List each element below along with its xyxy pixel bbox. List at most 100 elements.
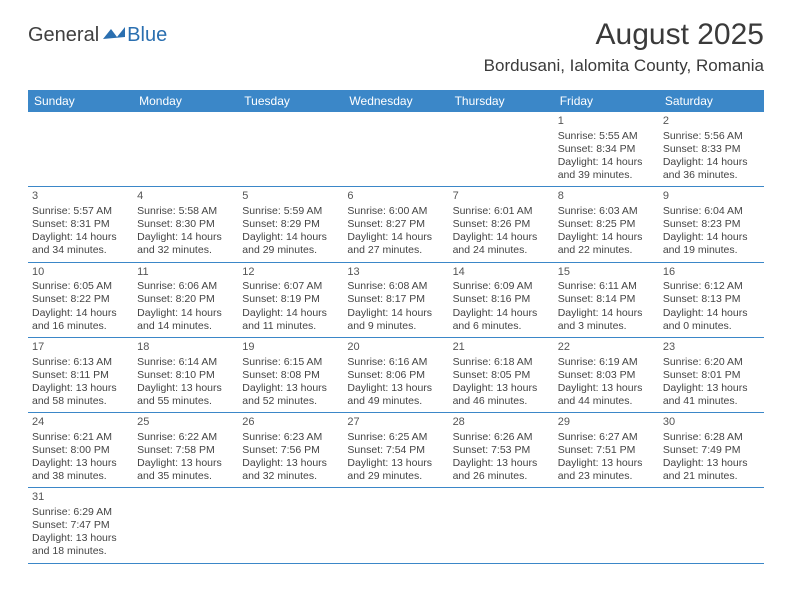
daylight-line-1: Daylight: 14 hours: [558, 231, 655, 244]
day-number: 14: [453, 266, 550, 280]
month-title: August 2025: [484, 18, 764, 52]
calendar-cell-empty: [133, 488, 238, 563]
sunrise-line: Sunrise: 6:00 AM: [347, 205, 444, 218]
day-number: 26: [242, 416, 339, 430]
daylight-line-2: and 32 minutes.: [137, 244, 234, 257]
calendar-row: 24Sunrise: 6:21 AMSunset: 8:00 PMDayligh…: [28, 413, 764, 488]
calendar-cell: 16Sunrise: 6:12 AMSunset: 8:13 PMDayligh…: [659, 262, 764, 337]
sunrise-line: Sunrise: 6:08 AM: [347, 280, 444, 293]
daylight-line-2: and 18 minutes.: [32, 545, 129, 558]
sunrise-line: Sunrise: 6:07 AM: [242, 280, 339, 293]
daylight-line-1: Daylight: 14 hours: [32, 307, 129, 320]
daylight-line-1: Daylight: 14 hours: [242, 231, 339, 244]
day-header: Monday: [133, 90, 238, 112]
daylight-line-2: and 34 minutes.: [32, 244, 129, 257]
calendar-cell: 7Sunrise: 6:01 AMSunset: 8:26 PMDaylight…: [449, 187, 554, 262]
sunrise-line: Sunrise: 5:57 AM: [32, 205, 129, 218]
daylight-line-2: and 21 minutes.: [663, 470, 760, 483]
sunrise-line: Sunrise: 5:56 AM: [663, 130, 760, 143]
sunset-line: Sunset: 8:03 PM: [558, 369, 655, 382]
logo-text-blue: Blue: [127, 24, 167, 47]
daylight-line-1: Daylight: 13 hours: [32, 457, 129, 470]
day-number: 31: [32, 491, 129, 505]
daylight-line-2: and 22 minutes.: [558, 244, 655, 257]
daylight-line-2: and 41 minutes.: [663, 395, 760, 408]
sunset-line: Sunset: 7:51 PM: [558, 444, 655, 457]
sunrise-line: Sunrise: 6:21 AM: [32, 431, 129, 444]
calendar-cell: 12Sunrise: 6:07 AMSunset: 8:19 PMDayligh…: [238, 262, 343, 337]
calendar-cell: 19Sunrise: 6:15 AMSunset: 8:08 PMDayligh…: [238, 337, 343, 412]
daylight-line-1: Daylight: 14 hours: [558, 156, 655, 169]
day-number: 6: [347, 190, 444, 204]
daylight-line-1: Daylight: 13 hours: [32, 382, 129, 395]
calendar-cell: 26Sunrise: 6:23 AMSunset: 7:56 PMDayligh…: [238, 413, 343, 488]
day-header: Tuesday: [238, 90, 343, 112]
sunrise-line: Sunrise: 6:03 AM: [558, 205, 655, 218]
calendar-cell: 28Sunrise: 6:26 AMSunset: 7:53 PMDayligh…: [449, 413, 554, 488]
day-number: 3: [32, 190, 129, 204]
daylight-line-2: and 35 minutes.: [137, 470, 234, 483]
calendar-row: 31Sunrise: 6:29 AMSunset: 7:47 PMDayligh…: [28, 488, 764, 563]
daylight-line-1: Daylight: 13 hours: [347, 457, 444, 470]
day-number: 1: [558, 115, 655, 129]
day-number: 18: [137, 341, 234, 355]
calendar-cell: 8Sunrise: 6:03 AMSunset: 8:25 PMDaylight…: [554, 187, 659, 262]
daylight-line-2: and 46 minutes.: [453, 395, 550, 408]
daylight-line-2: and 29 minutes.: [347, 470, 444, 483]
sunset-line: Sunset: 7:54 PM: [347, 444, 444, 457]
calendar-cell-empty: [238, 488, 343, 563]
calendar-cell: 1Sunrise: 5:55 AMSunset: 8:34 PMDaylight…: [554, 112, 659, 187]
day-number: 12: [242, 266, 339, 280]
daylight-line-2: and 49 minutes.: [347, 395, 444, 408]
daylight-line-2: and 0 minutes.: [663, 320, 760, 333]
sunset-line: Sunset: 8:17 PM: [347, 293, 444, 306]
sunset-line: Sunset: 8:08 PM: [242, 369, 339, 382]
calendar-cell: 10Sunrise: 6:05 AMSunset: 8:22 PMDayligh…: [28, 262, 133, 337]
day-header: Wednesday: [343, 90, 448, 112]
daylight-line-2: and 29 minutes.: [242, 244, 339, 257]
daylight-line-1: Daylight: 13 hours: [558, 382, 655, 395]
daylight-line-1: Daylight: 14 hours: [663, 156, 760, 169]
sunrise-line: Sunrise: 6:26 AM: [453, 431, 550, 444]
logo: General Blue: [28, 18, 167, 47]
sunset-line: Sunset: 7:47 PM: [32, 519, 129, 532]
sunrise-line: Sunrise: 6:25 AM: [347, 431, 444, 444]
sunrise-line: Sunrise: 6:12 AM: [663, 280, 760, 293]
daylight-line-1: Daylight: 13 hours: [137, 457, 234, 470]
sunset-line: Sunset: 7:56 PM: [242, 444, 339, 457]
daylight-line-1: Daylight: 14 hours: [32, 231, 129, 244]
day-number: 20: [347, 341, 444, 355]
daylight-line-2: and 19 minutes.: [663, 244, 760, 257]
sunset-line: Sunset: 7:53 PM: [453, 444, 550, 457]
daylight-line-1: Daylight: 13 hours: [663, 457, 760, 470]
daylight-line-2: and 26 minutes.: [453, 470, 550, 483]
sunrise-line: Sunrise: 6:20 AM: [663, 356, 760, 369]
calendar-cell: 9Sunrise: 6:04 AMSunset: 8:23 PMDaylight…: [659, 187, 764, 262]
sunrise-line: Sunrise: 6:13 AM: [32, 356, 129, 369]
day-number: 7: [453, 190, 550, 204]
day-number: 25: [137, 416, 234, 430]
sunrise-line: Sunrise: 6:28 AM: [663, 431, 760, 444]
day-number: 9: [663, 190, 760, 204]
calendar-cell: 21Sunrise: 6:18 AMSunset: 8:05 PMDayligh…: [449, 337, 554, 412]
daylight-line-2: and 36 minutes.: [663, 169, 760, 182]
daylight-line-2: and 27 minutes.: [347, 244, 444, 257]
sunrise-line: Sunrise: 6:16 AM: [347, 356, 444, 369]
calendar-cell-empty: [28, 112, 133, 187]
daylight-line-2: and 6 minutes.: [453, 320, 550, 333]
daylight-line-1: Daylight: 14 hours: [663, 307, 760, 320]
sunset-line: Sunset: 8:30 PM: [137, 218, 234, 231]
daylight-line-1: Daylight: 14 hours: [453, 307, 550, 320]
calendar-cell: 23Sunrise: 6:20 AMSunset: 8:01 PMDayligh…: [659, 337, 764, 412]
daylight-line-2: and 39 minutes.: [558, 169, 655, 182]
calendar-cell-empty: [554, 488, 659, 563]
day-number: 29: [558, 416, 655, 430]
calendar-cell: 13Sunrise: 6:08 AMSunset: 8:17 PMDayligh…: [343, 262, 448, 337]
sunrise-line: Sunrise: 6:18 AM: [453, 356, 550, 369]
day-number: 11: [137, 266, 234, 280]
sunset-line: Sunset: 8:34 PM: [558, 143, 655, 156]
calendar-cell-empty: [449, 112, 554, 187]
day-number: 21: [453, 341, 550, 355]
sunset-line: Sunset: 7:58 PM: [137, 444, 234, 457]
header: General Blue August 2025 Bordusani, Ialo…: [28, 18, 764, 76]
